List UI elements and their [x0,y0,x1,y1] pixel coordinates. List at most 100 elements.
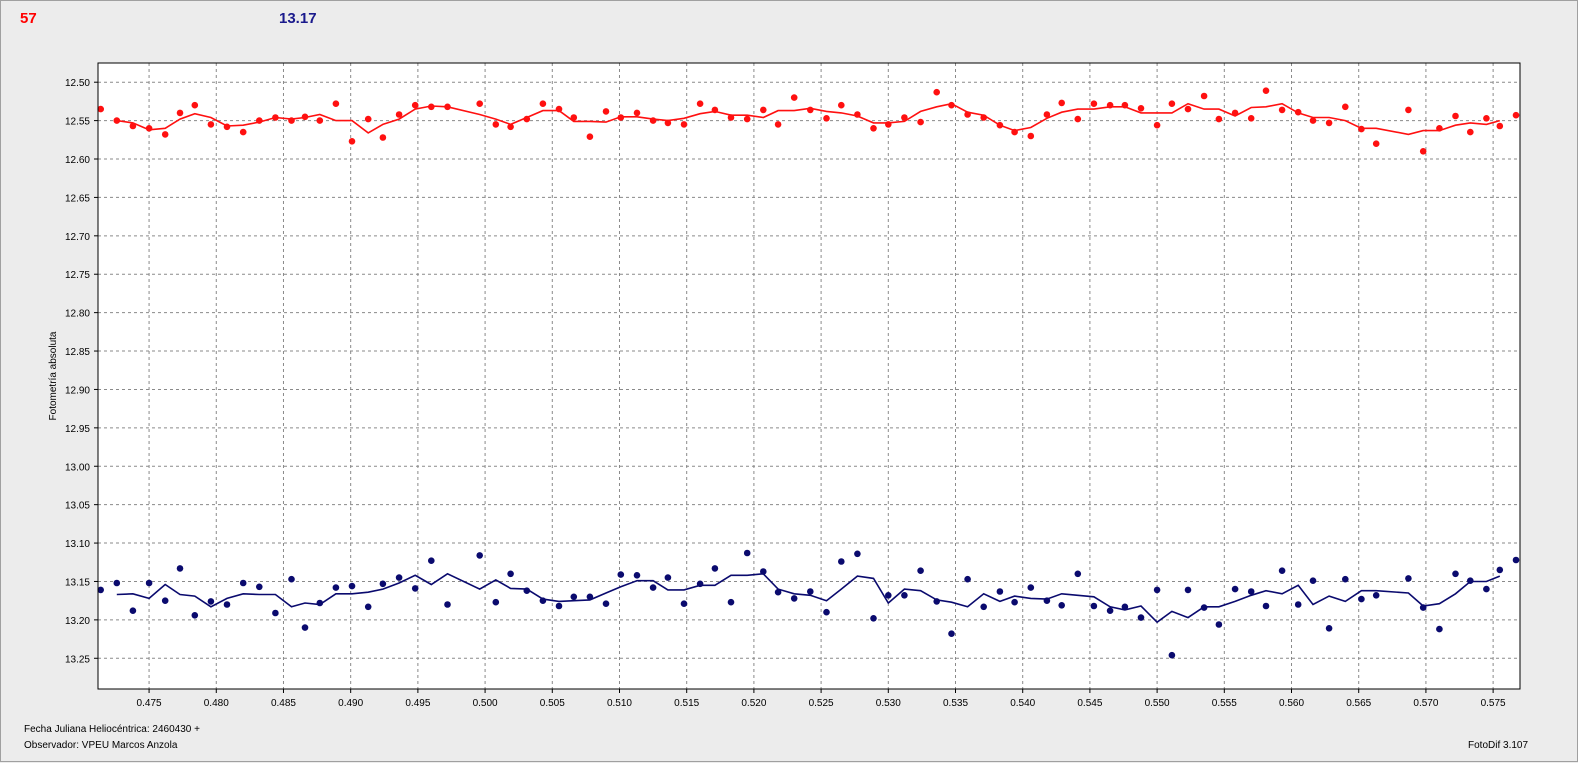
series-1-point [633,109,641,117]
series-1-point [680,121,688,128]
series-1-point [288,117,295,124]
series-1-point [539,100,547,107]
series-2-point [1372,592,1380,599]
series-1-point [1074,115,1082,123]
series-2-point [272,609,279,617]
x-tick-label: 0.555 [1212,698,1237,709]
x-tick-label: 0.560 [1279,698,1304,709]
series-1-point [1325,119,1333,127]
series-2-point [964,575,971,583]
y-tick-label: 12.70 [65,232,90,243]
series-1-point [411,101,419,109]
series-1-point [1483,115,1490,122]
series-2-point [901,592,908,599]
series-1-point [176,109,184,117]
y-tick-label: 13.15 [65,577,90,588]
header-left-value: 57 [20,10,37,27]
series-2-point [1247,588,1255,595]
series-2-point [948,630,955,637]
series-2-point [379,580,387,588]
series-1-point [1090,100,1098,107]
series-1-point [1452,112,1459,120]
series-1-point [1168,100,1176,107]
series-2-point [145,579,153,587]
series-1-point [854,111,861,118]
series-1-point [838,101,845,109]
series-2-point [301,624,309,631]
series-2-point [555,602,563,610]
series-1-point [1436,125,1443,132]
series-1-point [617,114,625,121]
x-tick-label: 0.515 [674,698,699,709]
x-tick-label: 0.530 [876,698,901,709]
series-2-point [1325,625,1333,632]
series-2-point [191,612,199,619]
series-2-point [395,574,403,581]
series-2-point [348,582,356,590]
series-1-point [332,100,340,107]
series-1-point [444,103,451,111]
series-1-point [207,121,215,128]
series-2-point [428,557,435,564]
series-2-point [980,603,987,611]
series-1-point [1153,121,1161,129]
series-1-point [348,138,356,145]
y-tick-label: 12.50 [65,78,90,89]
series-1-point [586,133,594,140]
series-2-point [885,592,892,599]
series-2-point [774,588,782,596]
x-tick-label: 0.485 [271,698,296,709]
series-2-point [1405,575,1412,582]
series-1-point [711,106,719,114]
series-2-point [680,600,688,607]
series-2-point [838,558,845,565]
version-label: FotoDif 3.107 [1468,740,1529,751]
series-2-point [476,552,484,559]
series-2-point [161,597,169,604]
series-2-point [1419,604,1427,611]
y-tick-label: 12.65 [65,193,90,204]
series-2-point [1121,603,1129,611]
y-tick-label: 13.05 [65,501,90,512]
series-1-point [1419,148,1427,155]
series-2-point [1168,651,1176,659]
x-tick-label: 0.480 [204,698,229,709]
series-2-point [917,567,924,574]
series-1-point [1405,106,1412,114]
series-2-point [823,608,830,616]
series-1-point [1043,111,1051,118]
series-2-point [617,571,625,578]
series-1-point [823,115,830,122]
observer-label: Observador: VPEU Marcos Anzola [24,740,178,751]
series-2-point [207,598,215,605]
series-2-point [1058,602,1065,609]
series-1-point [1200,92,1208,100]
series-1-point [1512,111,1520,119]
series-2-point [1215,621,1223,628]
series-1-point [743,115,751,123]
series-1-point [161,131,169,138]
series-1-point [790,94,798,101]
series-1-point [1358,125,1365,133]
x-tick-label: 0.535 [943,698,968,709]
x-tick-label: 0.475 [137,698,162,709]
series-2-point [97,586,104,594]
series-2-point [790,595,798,602]
series-1-point [523,115,531,123]
x-tick-label: 0.500 [473,698,498,709]
y-tick-label: 13.25 [65,654,90,665]
series-2-point [492,598,500,606]
series-1-point [1121,101,1129,109]
series-1-point [129,122,137,130]
series-1-point [1294,108,1302,116]
x-tick-label: 0.495 [405,698,430,709]
series-1-point [1027,132,1035,140]
series-2-point [113,579,121,587]
y-tick-label: 12.85 [65,347,90,358]
series-1-point [1215,115,1223,123]
series-1-point [1247,115,1255,122]
series-2-point [602,600,610,607]
plot-border [97,62,1521,690]
series-1-point [1372,140,1380,147]
